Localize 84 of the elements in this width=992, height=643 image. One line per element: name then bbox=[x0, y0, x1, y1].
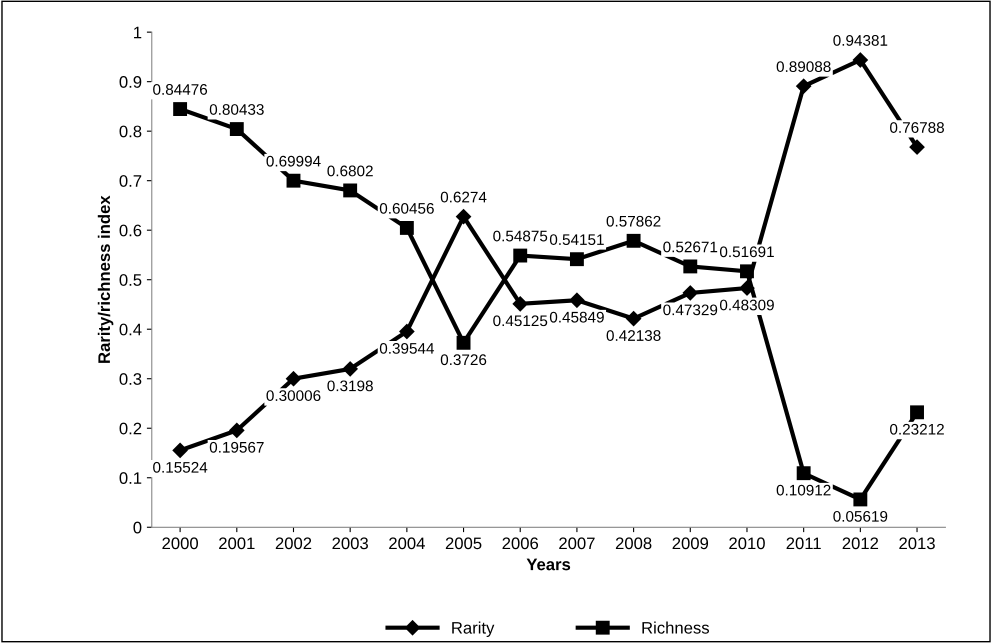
point bbox=[683, 260, 698, 274]
data-label: 0.47329 bbox=[663, 304, 718, 316]
x-tick-label: 2009 bbox=[672, 537, 708, 550]
point bbox=[286, 174, 300, 188]
data-label: 0.60456 bbox=[380, 202, 434, 214]
legend-label: Rarity bbox=[452, 621, 494, 638]
y-tick-label: 0.3 bbox=[120, 373, 142, 385]
point bbox=[852, 52, 868, 68]
point bbox=[456, 336, 470, 350]
y-tick-label: 0.1 bbox=[120, 472, 142, 484]
data-label: 0.3726 bbox=[440, 354, 486, 366]
data-label: 0.84476 bbox=[153, 84, 208, 95]
y-tick-label: 0.6 bbox=[120, 224, 142, 236]
x-tick-label: 2002 bbox=[276, 537, 312, 550]
data-label: 0.15524 bbox=[153, 462, 208, 473]
data-label: 0.57862 bbox=[606, 216, 660, 227]
point bbox=[909, 140, 925, 155]
x-tick-label: 2004 bbox=[389, 537, 425, 550]
x-tick-label: 2005 bbox=[446, 537, 482, 550]
point bbox=[456, 209, 472, 224]
point bbox=[682, 285, 698, 300]
data-label: 0.54151 bbox=[550, 234, 604, 246]
y-tick-label: 0.8 bbox=[120, 126, 142, 138]
data-label: 0.51691 bbox=[720, 246, 774, 258]
x-tick-label: 2012 bbox=[842, 537, 878, 550]
point bbox=[229, 422, 244, 438]
data-label: 0.42138 bbox=[606, 330, 661, 341]
point bbox=[230, 122, 244, 136]
y-tick-label: 0.5 bbox=[120, 274, 142, 286]
x-tick-label: 2011 bbox=[786, 537, 821, 550]
data-label: 0.89088 bbox=[776, 61, 831, 72]
point bbox=[342, 361, 358, 376]
point bbox=[626, 234, 641, 248]
x-axis-title: Years bbox=[526, 558, 570, 570]
x-tick-label: 2001 bbox=[219, 537, 255, 550]
x-tick-label: 2003 bbox=[332, 537, 368, 550]
point bbox=[286, 371, 302, 386]
data-label: 0.10912 bbox=[776, 484, 831, 496]
data-label: 0.48309 bbox=[720, 300, 774, 310]
data-label: 0.23212 bbox=[890, 424, 944, 435]
point bbox=[853, 492, 868, 506]
point bbox=[569, 292, 584, 308]
y-tick-label: 0 bbox=[133, 522, 142, 534]
point bbox=[399, 324, 414, 340]
x-tick-label: 2007 bbox=[559, 537, 595, 550]
data-label: 0.45849 bbox=[550, 312, 604, 323]
x-tick-label: 2006 bbox=[502, 537, 538, 550]
data-label: 0.80433 bbox=[210, 104, 264, 115]
point bbox=[343, 184, 358, 198]
point bbox=[796, 78, 812, 94]
data-label: 0.76788 bbox=[890, 122, 944, 133]
x-tick-label: 2010 bbox=[729, 537, 765, 550]
y-tick-label: 0.7 bbox=[120, 175, 142, 187]
legend-label: Richness bbox=[642, 621, 710, 634]
point bbox=[570, 252, 584, 266]
y-tick-label: 0.4 bbox=[120, 324, 142, 336]
data-label: 0.05619 bbox=[833, 510, 888, 522]
data-label: 0.39544 bbox=[380, 342, 434, 354]
x-tick-label: 2008 bbox=[616, 537, 652, 550]
x-tick-label: 2000 bbox=[162, 537, 198, 550]
data-label: 0.69994 bbox=[266, 156, 321, 167]
y-tick-label: 0.2 bbox=[120, 422, 142, 434]
point bbox=[172, 442, 188, 458]
point bbox=[626, 311, 642, 326]
data-label: 0.6802 bbox=[327, 166, 373, 176]
data-label: 0.30006 bbox=[266, 390, 320, 402]
x-tick-label: 2013 bbox=[899, 537, 935, 550]
data-label: 0.3198 bbox=[327, 380, 373, 392]
point bbox=[512, 296, 528, 312]
data-label: 0.45125 bbox=[493, 315, 548, 326]
y-tick-label: 0.9 bbox=[120, 76, 142, 88]
data-label: 0.19567 bbox=[210, 442, 264, 453]
point bbox=[173, 102, 188, 116]
data-label: 0.52671 bbox=[663, 242, 718, 252]
data-label: 0.94381 bbox=[833, 35, 888, 46]
y-tick-label: 1 bbox=[134, 26, 142, 38]
point bbox=[796, 466, 811, 480]
y-axis-title: Rarity/richness index bbox=[98, 196, 114, 363]
data-label: 0.54875 bbox=[493, 230, 548, 242]
point bbox=[910, 405, 924, 420]
point bbox=[740, 264, 754, 278]
point bbox=[400, 220, 414, 235]
point bbox=[513, 248, 528, 263]
data-label: 0.6274 bbox=[440, 192, 486, 202]
